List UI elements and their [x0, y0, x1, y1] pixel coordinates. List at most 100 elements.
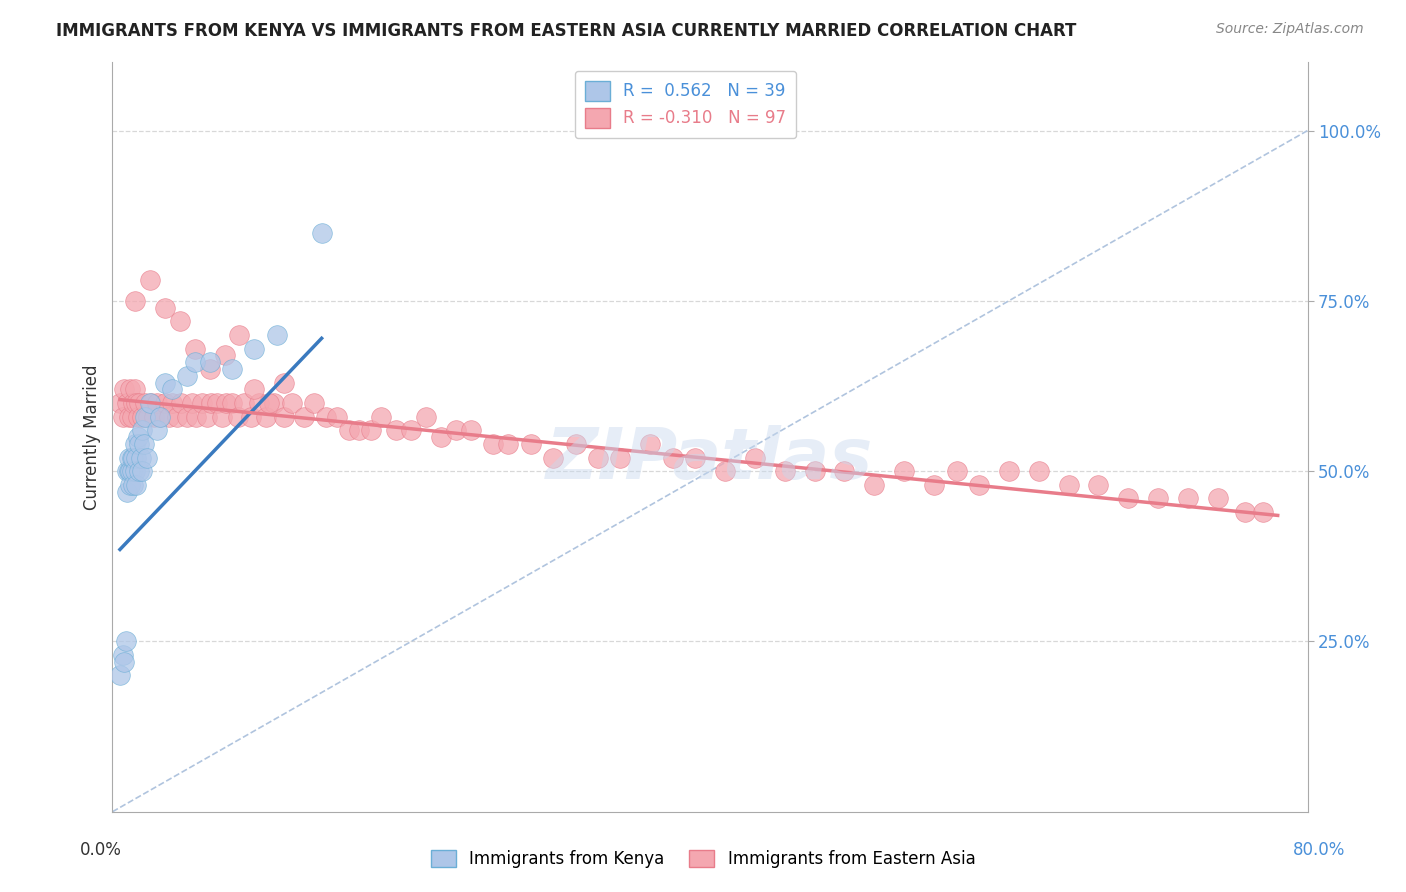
Point [233, 396, 256, 410]
Point [166, 409, 188, 424]
Point [131, 464, 153, 478]
Point [520, 437, 543, 451]
Point [198, 355, 221, 369]
Point [125, 477, 148, 491]
Point [141, 396, 163, 410]
Point [149, 409, 172, 424]
Point [215, 396, 238, 410]
Point [114, 655, 135, 669]
Point [385, 423, 408, 437]
Point [263, 396, 285, 410]
Point [108, 668, 131, 682]
Point [125, 450, 148, 465]
Point [129, 450, 152, 465]
Point [125, 396, 148, 410]
Point [198, 362, 221, 376]
Point [360, 423, 382, 437]
Point [1233, 505, 1256, 519]
Point [183, 342, 205, 356]
Point [586, 450, 609, 465]
Point [541, 450, 564, 465]
Point [863, 477, 886, 491]
Point [311, 226, 333, 240]
Point [714, 464, 737, 478]
Point [153, 396, 176, 410]
Point [118, 464, 141, 478]
Point [1147, 491, 1170, 506]
Point [998, 464, 1021, 478]
Point [122, 396, 145, 410]
Point [1087, 477, 1109, 491]
Point [967, 477, 990, 491]
Point [134, 409, 156, 424]
Point [205, 396, 228, 410]
Point [169, 314, 191, 328]
Point [124, 293, 146, 308]
Point [128, 464, 150, 478]
Point [111, 648, 134, 662]
Point [744, 450, 766, 465]
Point [803, 464, 825, 478]
Point [325, 409, 347, 424]
Point [131, 423, 153, 437]
Point [117, 396, 139, 410]
Point [139, 273, 162, 287]
Point [259, 396, 281, 410]
Point [114, 383, 135, 397]
Point [127, 430, 149, 444]
Point [281, 396, 304, 410]
Text: ZIPatlas: ZIPatlas [547, 425, 873, 494]
Point [302, 396, 325, 410]
Point [111, 409, 134, 424]
Point [640, 437, 662, 451]
Point [254, 409, 277, 424]
Point [498, 437, 520, 451]
Point [132, 437, 155, 451]
Point [120, 464, 142, 478]
Point [661, 450, 683, 465]
Point [170, 396, 193, 410]
Point [139, 396, 162, 410]
Point [124, 464, 146, 478]
Point [118, 450, 141, 465]
Point [131, 409, 153, 424]
Point [292, 409, 315, 424]
Point [683, 450, 706, 465]
Point [247, 396, 270, 410]
Point [146, 423, 169, 437]
Point [180, 396, 202, 410]
Point [347, 423, 370, 437]
Point [1057, 477, 1080, 491]
Point [773, 464, 796, 478]
Point [153, 301, 176, 315]
Point [135, 450, 157, 465]
Point [191, 396, 214, 410]
Point [893, 464, 915, 478]
Point [922, 477, 945, 491]
Point [121, 464, 143, 478]
Point [117, 484, 139, 499]
Point [1251, 505, 1274, 519]
Point [228, 327, 250, 342]
Point [149, 409, 172, 424]
Point [124, 383, 146, 397]
Point [1206, 491, 1229, 506]
Point [273, 376, 295, 390]
Point [460, 423, 482, 437]
Point [127, 409, 149, 424]
Point [482, 437, 505, 451]
Point [118, 409, 141, 424]
Point [157, 409, 180, 424]
Point [430, 430, 453, 444]
Point [153, 376, 176, 390]
Point [243, 342, 266, 356]
Point [415, 409, 437, 424]
Point [200, 396, 222, 410]
Point [243, 383, 266, 397]
Legend: R =  0.562   N = 39, R = -0.310   N = 97: R = 0.562 N = 39, R = -0.310 N = 97 [575, 70, 796, 138]
Point [226, 409, 249, 424]
Point [337, 423, 360, 437]
Point [266, 327, 288, 342]
Point [609, 450, 631, 465]
Point [176, 368, 198, 383]
